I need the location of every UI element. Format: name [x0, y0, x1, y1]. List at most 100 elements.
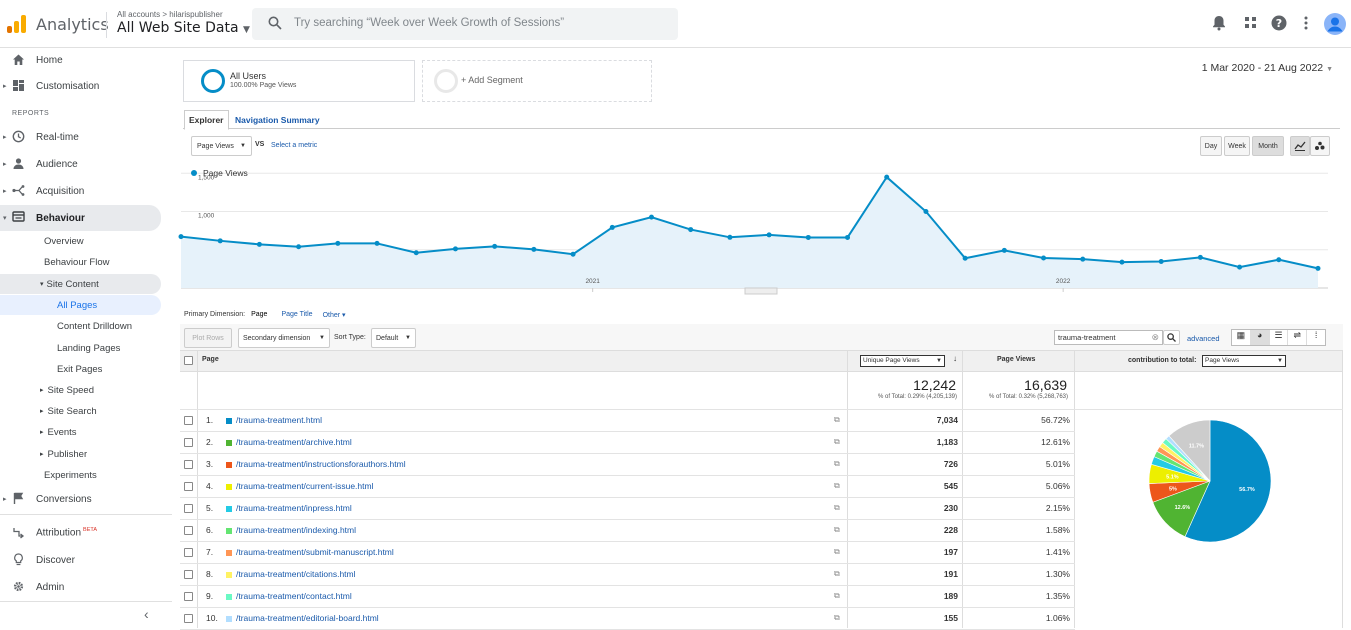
sidebar-item-behaviour-flow[interactable]: Behaviour Flow — [44, 256, 110, 268]
metric-select[interactable]: Page Views ▼ — [191, 136, 252, 156]
notifications-icon[interactable] — [1210, 14, 1228, 32]
open-link-icon[interactable]: ⧉ — [834, 547, 840, 556]
sidebar-item-landing-pages[interactable]: Landing Pages — [57, 342, 121, 354]
line-chart-icon[interactable] — [1290, 136, 1310, 156]
data-point[interactable] — [1158, 258, 1164, 264]
row-checkbox[interactable] — [184, 504, 193, 513]
open-link-icon[interactable]: ⧉ — [834, 437, 840, 446]
unique-page-views-select[interactable]: Unique Page Views ▼ — [860, 355, 945, 367]
data-point[interactable] — [1237, 264, 1243, 270]
sidebar-item-acquisition[interactable]: ▸ Acquisition — [0, 179, 172, 203]
data-point[interactable] — [492, 243, 498, 249]
sidebar-item-exit-pages[interactable]: Exit Pages — [57, 363, 103, 375]
apps-grid-icon[interactable] — [1242, 14, 1260, 32]
open-link-icon[interactable]: ⧉ — [834, 591, 840, 600]
row-page-link[interactable]: /trauma-treatment/archive.html — [236, 437, 352, 447]
open-link-icon[interactable]: ⧉ — [834, 415, 840, 424]
tab-navigation-summary[interactable]: Navigation Summary — [235, 115, 320, 125]
column-header-page[interactable]: Page — [202, 356, 219, 363]
select-all-checkbox[interactable] — [184, 356, 193, 365]
data-point[interactable] — [335, 240, 341, 246]
data-point[interactable] — [1001, 247, 1007, 253]
segment-all-users[interactable]: All Users 100.00% Page Views — [183, 60, 415, 102]
open-link-icon[interactable]: ⧉ — [834, 525, 840, 534]
pie-slice[interactable] — [1168, 419, 1211, 482]
data-point[interactable] — [1119, 259, 1125, 265]
advanced-filter-link[interactable]: advanced — [1187, 334, 1220, 343]
sidebar-item-all-pages[interactable]: All Pages — [0, 295, 161, 315]
clear-filter-icon[interactable]: ⊗ — [1151, 332, 1159, 342]
period-month-button[interactable]: Month — [1252, 136, 1284, 156]
data-point[interactable] — [884, 174, 890, 180]
avatar[interactable] — [1324, 13, 1346, 35]
open-link-icon[interactable]: ⧉ — [834, 459, 840, 468]
sidebar-item-conversions[interactable]: ▸ Conversions — [0, 487, 172, 511]
secondary-dimension-select[interactable]: Secondary dimension ▼ — [238, 328, 330, 348]
row-page-link[interactable]: /trauma-treatment/editorial-board.html — [236, 613, 379, 623]
data-point[interactable] — [923, 209, 929, 215]
data-point[interactable] — [178, 234, 184, 240]
data-point[interactable] — [1315, 265, 1321, 271]
row-page-link[interactable]: /trauma-treatment.html — [236, 415, 322, 425]
date-range-picker[interactable]: 1 Mar 2020 - 21 Aug 2022 ▼ — [1202, 62, 1333, 74]
dimension-page-title[interactable]: Page Title — [281, 311, 313, 318]
table-filter-input[interactable]: trauma-treatment ⊗ — [1054, 330, 1163, 345]
data-point[interactable] — [1080, 256, 1086, 262]
row-page-link[interactable]: /trauma-treatment/indexing.html — [236, 525, 356, 535]
pie-view-icon[interactable]: ◕ — [1250, 330, 1270, 345]
open-link-icon[interactable]: ⧉ — [834, 503, 840, 512]
column-header-page-views[interactable]: Page Views — [997, 356, 1036, 363]
row-checkbox[interactable] — [184, 614, 193, 623]
chart-resize-handle[interactable] — [744, 287, 778, 295]
data-point[interactable] — [256, 241, 262, 247]
sidebar-item-customisation[interactable]: ▸ Customisation — [0, 74, 172, 98]
more-vert-icon[interactable] — [1297, 14, 1315, 32]
row-page-link[interactable]: /trauma-treatment/current-issue.html — [236, 481, 374, 491]
data-point[interactable] — [531, 246, 537, 252]
view-selector[interactable]: All Web Site Data ▼ — [117, 20, 250, 36]
sidebar-item-attribution[interactable]: Attribution BETA — [0, 521, 172, 545]
row-page-link[interactable]: /trauma-treatment/contact.html — [236, 591, 352, 601]
row-page-link[interactable]: /trauma-treatment/citations.html — [236, 569, 356, 579]
collapse-sidebar-icon[interactable]: ‹ — [144, 606, 149, 622]
data-point[interactable] — [845, 234, 851, 240]
filter-search-button[interactable] — [1163, 330, 1180, 345]
open-link-icon[interactable]: ⧉ — [834, 481, 840, 490]
sidebar-item-audience[interactable]: ▸ Audience — [0, 152, 172, 176]
search-input[interactable]: Try searching “Week over Week Growth of … — [294, 17, 565, 29]
help-icon[interactable]: ? — [1270, 14, 1288, 32]
row-checkbox[interactable] — [184, 592, 193, 601]
sidebar-item-events[interactable]: ▸ Events — [40, 422, 77, 442]
sidebar-item-content-drilldown[interactable]: Content Drilldown — [57, 320, 132, 332]
add-segment-button[interactable]: + Add Segment — [422, 60, 652, 102]
open-link-icon[interactable]: ⧉ — [834, 569, 840, 578]
performance-view-icon[interactable]: ☰ — [1270, 330, 1289, 345]
data-point[interactable] — [962, 255, 968, 261]
dimension-other[interactable]: Other ▾ — [322, 312, 346, 319]
data-point[interactable] — [452, 246, 458, 252]
sidebar-item-site-content[interactable]: ▾ Site Content — [0, 274, 161, 294]
sidebar-item-overview[interactable]: Overview — [44, 235, 84, 247]
data-point[interactable] — [609, 224, 615, 230]
analytics-logo-icon[interactable] — [7, 15, 27, 33]
sort-desc-icon[interactable]: ↓ — [953, 354, 957, 363]
motion-chart-icon[interactable] — [1310, 136, 1330, 156]
data-point[interactable] — [648, 214, 654, 220]
sidebar-item-behaviour[interactable]: ▾ Behaviour — [0, 205, 161, 231]
sidebar-item-realtime[interactable]: ▸ Real-time — [0, 125, 172, 149]
period-week-button[interactable]: Week — [1224, 136, 1250, 156]
data-point[interactable] — [727, 234, 733, 240]
sidebar-item-site-speed[interactable]: ▸ Site Speed — [40, 380, 94, 400]
sidebar-item-discover[interactable]: Discover — [0, 548, 172, 572]
sort-type-select[interactable]: Default ▼ — [371, 328, 416, 348]
row-page-link[interactable]: /trauma-treatment/submit-manuscript.html — [236, 547, 394, 557]
data-point[interactable] — [413, 250, 419, 256]
sidebar-item-site-search[interactable]: ▸ Site Search — [40, 401, 97, 421]
row-checkbox[interactable] — [184, 416, 193, 425]
period-day-button[interactable]: Day — [1200, 136, 1222, 156]
data-point[interactable] — [296, 244, 302, 250]
data-point[interactable] — [1276, 257, 1282, 263]
row-page-link[interactable]: /trauma-treatment/instructionsforauthors… — [236, 459, 406, 469]
row-checkbox[interactable] — [184, 460, 193, 469]
sidebar-item-home[interactable]: Home — [0, 48, 172, 72]
